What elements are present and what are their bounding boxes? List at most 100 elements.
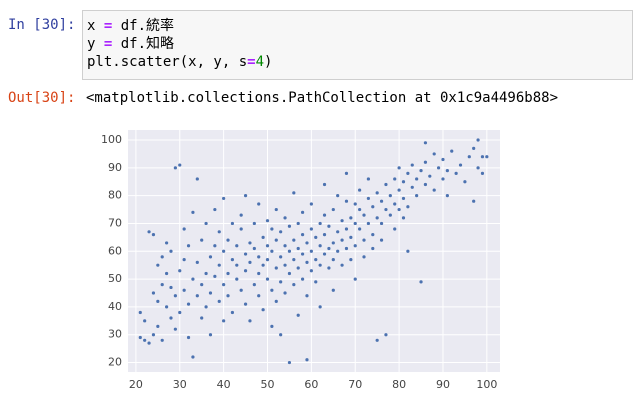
point [296, 246, 300, 251]
point [283, 263, 287, 267]
point [239, 227, 243, 231]
point [384, 333, 388, 337]
point [182, 227, 186, 231]
point [191, 210, 195, 214]
point [165, 271, 169, 276]
point [300, 232, 305, 237]
point [384, 182, 388, 187]
point [222, 319, 226, 323]
point [305, 241, 309, 245]
point [265, 277, 270, 281]
output-text: <matplotlib.collections.PathCollection a… [86, 90, 559, 106]
point [300, 277, 305, 281]
point [151, 333, 156, 337]
point [336, 194, 340, 198]
point [243, 302, 248, 306]
x-tick-label: 30 [173, 378, 187, 391]
point [173, 166, 177, 170]
code-token: 4 [255, 54, 265, 70]
point [349, 216, 353, 220]
point [274, 238, 278, 242]
point [191, 355, 195, 359]
point [423, 141, 428, 145]
point [388, 194, 392, 198]
point [204, 271, 208, 276]
point [265, 258, 270, 262]
point [296, 221, 300, 226]
point [270, 249, 274, 253]
x-tick-label: 20 [129, 378, 143, 391]
point [314, 280, 318, 284]
code-token: df.知略 [112, 36, 175, 52]
point [366, 177, 370, 181]
point [344, 227, 349, 231]
y-tick-label: 90 [108, 161, 122, 174]
point [151, 291, 156, 295]
point [261, 308, 265, 312]
point [239, 213, 243, 217]
point [279, 333, 283, 337]
point [217, 230, 221, 234]
point [331, 258, 335, 262]
point [235, 263, 239, 267]
point [226, 238, 230, 242]
point [230, 221, 235, 226]
point [331, 241, 335, 245]
point [384, 207, 388, 212]
chart: 20 30 40 50 60 70 80 90 100 20 30 40 50 60 70 80 90 100 [101, 130, 500, 391]
point [472, 146, 476, 150]
point [401, 216, 406, 220]
point [353, 221, 357, 226]
point [292, 258, 296, 262]
point [138, 335, 142, 340]
point [243, 269, 248, 273]
point [432, 152, 436, 156]
point [156, 324, 160, 328]
point [379, 221, 384, 226]
point [463, 180, 467, 184]
point [230, 310, 235, 315]
point [309, 202, 313, 206]
code-cell[interactable]: x = df.統率 y = df.知略 plt.scatter(x, y, s=… [82, 10, 633, 80]
y-tick-label: 100 [101, 133, 122, 146]
point [305, 358, 309, 362]
point [178, 269, 182, 273]
y-tick-label: 50 [108, 272, 122, 285]
point [467, 155, 471, 159]
point [410, 163, 414, 167]
x-tick-label: 40 [217, 378, 231, 391]
point [423, 160, 428, 164]
point [274, 207, 278, 212]
point [151, 232, 156, 237]
point [362, 255, 366, 259]
point [415, 194, 419, 198]
point [393, 177, 397, 181]
point [344, 199, 349, 203]
point [375, 191, 379, 195]
point [340, 238, 344, 242]
point [257, 294, 261, 298]
x-tick-label: 70 [348, 378, 362, 391]
code-token: y [87, 36, 104, 52]
point [222, 196, 226, 201]
point [287, 224, 292, 228]
point [314, 258, 318, 262]
point [419, 280, 423, 284]
point [322, 232, 327, 237]
point [156, 299, 160, 303]
point [423, 182, 428, 187]
point [283, 216, 287, 220]
point [160, 338, 164, 342]
point [143, 338, 147, 342]
point [156, 263, 160, 267]
y-tick-label: 30 [108, 328, 122, 341]
point [270, 288, 274, 292]
point [362, 213, 366, 217]
point [331, 207, 335, 212]
point [243, 252, 248, 256]
point [454, 171, 458, 175]
point [279, 230, 283, 234]
point [265, 244, 270, 248]
point [318, 221, 322, 226]
point [287, 249, 292, 253]
